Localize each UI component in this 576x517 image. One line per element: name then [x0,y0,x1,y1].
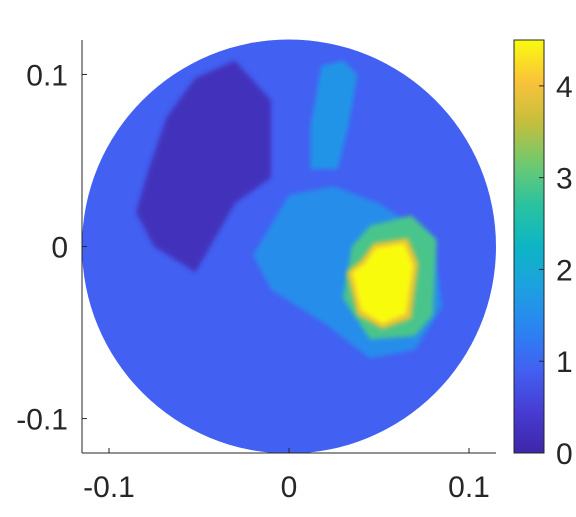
region-dark-inclusion [136,60,271,273]
colorbar-tick-label: 4 [556,71,573,104]
colorbar-tick-label: 2 [556,254,573,287]
region-light-blue-strip [310,60,358,170]
region-yellow-core [352,243,414,324]
colorbar-tick-label: 1 [556,346,573,379]
plot-area [82,39,496,454]
colorbar-gradient [513,39,545,454]
ticks: -0.1 0 0.1 0.1 0 -0.1 [16,59,490,504]
x-tick-label: -0.1 [83,471,135,504]
regions [136,60,442,359]
x-tick-label: 0.1 [448,471,490,504]
colorbar: 0 1 2 3 4 [513,39,573,471]
colorbar-tick-label: 0 [556,438,573,471]
y-tick-label: 0.1 [26,59,68,92]
colorbar-tick-label: 3 [556,163,573,196]
x-tick-label: 0 [281,471,298,504]
y-tick-label: -0.1 [16,404,68,437]
colorbar-ticks: 0 1 2 3 4 [539,71,573,471]
y-tick-label: 0 [51,232,68,265]
